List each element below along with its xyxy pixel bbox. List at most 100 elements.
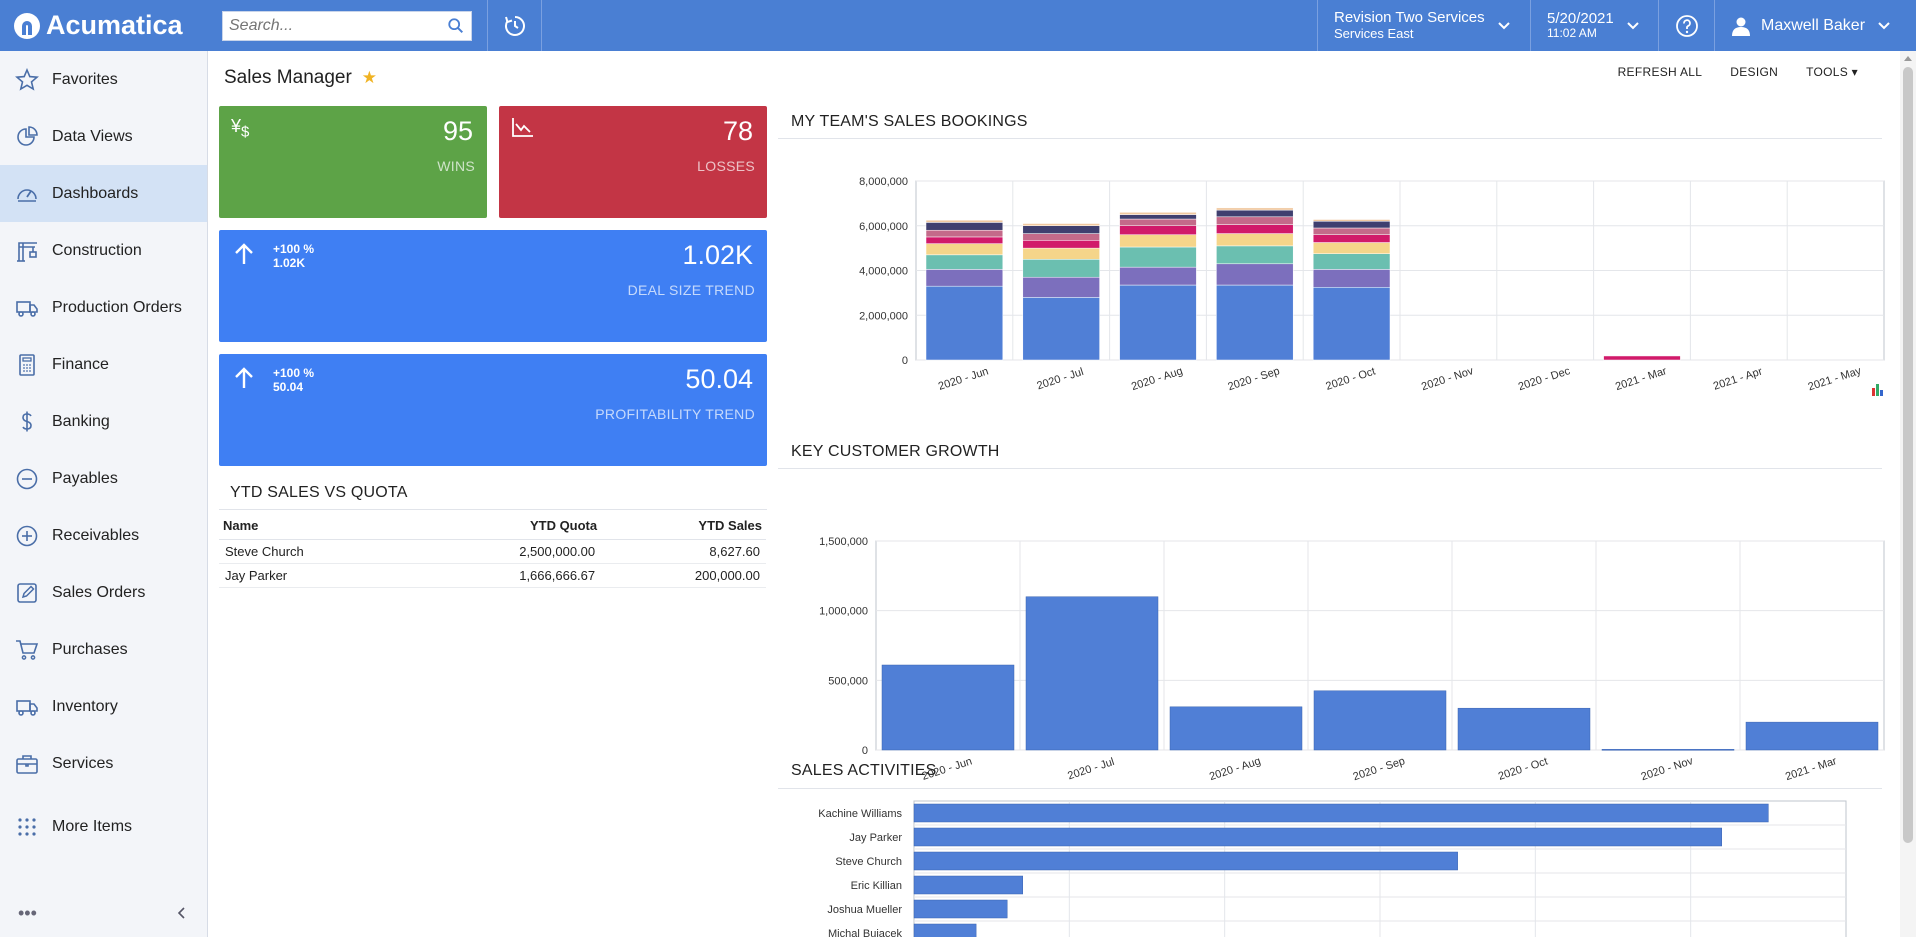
- bar-segment[interactable]: [1119, 246, 1197, 268]
- sidebar-item-banking[interactable]: Banking: [0, 393, 207, 450]
- sidebar-item-services[interactable]: Services: [0, 735, 207, 792]
- column-header-sales[interactable]: YTD Sales: [601, 512, 766, 540]
- sidebar-item-more[interactable]: More Items: [0, 798, 207, 855]
- bar[interactable]: [1601, 749, 1735, 751]
- bar-segment[interactable]: [1119, 234, 1197, 248]
- table-row[interactable]: Steve Church 2,500,000.00 8,627.60: [219, 539, 766, 564]
- scrollbar-thumb[interactable]: [1903, 67, 1913, 843]
- bar-segment[interactable]: [925, 219, 1004, 223]
- sales-activities-chart[interactable]: Kachine Williams Jay Parker Steve Church Er…: [778, 791, 1898, 937]
- bar-segment[interactable]: [1312, 287, 1391, 361]
- favorite-star-icon[interactable]: ★: [361, 68, 378, 87]
- bar[interactable]: [1457, 707, 1591, 751]
- sidebar-item-favorites[interactable]: Favorites: [0, 51, 207, 108]
- bar[interactable]: [1745, 721, 1879, 751]
- company-branch-selector[interactable]: Revision Two Services Services East: [1317, 0, 1530, 51]
- sidebar-item-inventory[interactable]: Inventory: [0, 678, 207, 735]
- table-row[interactable]: Jay Parker 1,666,666.67 200,000.00: [219, 563, 766, 588]
- bar-segment[interactable]: [1216, 209, 1294, 218]
- bar-segment[interactable]: [1022, 225, 1100, 234]
- bar-segment[interactable]: [1312, 234, 1391, 243]
- bar-segment[interactable]: [1022, 276, 1100, 298]
- bar[interactable]: [913, 851, 1458, 871]
- search-icon[interactable]: [447, 17, 465, 35]
- profitability-trend-tile[interactable]: +100 % 50.04 50.04 PROFITABILITY TREND: [219, 354, 767, 466]
- bar-segment[interactable]: [925, 254, 1004, 270]
- bar[interactable]: [913, 923, 977, 937]
- bar[interactable]: [913, 803, 1769, 823]
- scroll-up-arrow-icon[interactable]: [1904, 56, 1912, 61]
- bar-segment[interactable]: [1119, 218, 1197, 226]
- chevron-down-icon: [1627, 21, 1639, 29]
- bar-segment[interactable]: [1312, 227, 1391, 235]
- bar-segment[interactable]: [1119, 284, 1197, 361]
- bar-segment[interactable]: [1216, 207, 1294, 211]
- bar-segment[interactable]: [1312, 221, 1391, 229]
- bar-segment[interactable]: [1119, 266, 1197, 286]
- losses-tile[interactable]: 78 LOSSES: [499, 106, 767, 218]
- bar-segment[interactable]: [1022, 259, 1100, 278]
- wins-tile[interactable]: ¥$ 95 WINS: [219, 106, 487, 218]
- column-header-quota[interactable]: YTD Quota: [413, 512, 602, 540]
- bar-segment[interactable]: [925, 243, 1004, 256]
- bar-segment[interactable]: [1119, 225, 1197, 235]
- page-scrollbar[interactable]: [1900, 51, 1916, 937]
- bar-segment[interactable]: [1216, 245, 1294, 265]
- plus-circle-icon: [14, 523, 40, 549]
- bar[interactable]: [913, 875, 1023, 895]
- bar-segment[interactable]: [1022, 223, 1100, 226]
- bar-segment[interactable]: [925, 236, 1004, 244]
- bar-segment[interactable]: [1022, 297, 1100, 361]
- column-header-name[interactable]: Name: [219, 512, 414, 540]
- sidebar-item-dashboards[interactable]: Dashboards: [0, 165, 207, 222]
- bar-segment[interactable]: [1216, 224, 1294, 234]
- bar-segment[interactable]: [1216, 284, 1294, 361]
- more-options-icon[interactable]: •••: [18, 902, 37, 923]
- sidebar-item-production-orders[interactable]: Production Orders: [0, 279, 207, 336]
- bar-segment[interactable]: [1119, 212, 1197, 215]
- collapse-sidebar-icon[interactable]: [175, 906, 189, 920]
- bar-segment[interactable]: [1119, 214, 1197, 220]
- sidebar-item-sales-orders[interactable]: Sales Orders: [0, 564, 207, 621]
- bar-segment[interactable]: [1216, 216, 1294, 225]
- recent-history-button[interactable]: [488, 0, 542, 51]
- bar[interactable]: [1313, 690, 1447, 751]
- search-input[interactable]: [229, 16, 447, 35]
- tools-menu-button[interactable]: TOOLS ▾: [1806, 65, 1858, 79]
- design-button[interactable]: DESIGN: [1730, 65, 1779, 79]
- bar-segment[interactable]: [925, 229, 1004, 238]
- bar-segment[interactable]: [1603, 355, 1681, 361]
- sales-bookings-chart[interactable]: 0 2,000,000 4,000,000 6,000,000 8,000,000 202…: [778, 141, 1898, 471]
- bar[interactable]: [1169, 706, 1303, 751]
- bar-segment[interactable]: [925, 269, 1004, 287]
- bar-segment[interactable]: [1022, 240, 1100, 249]
- bar-segment[interactable]: [925, 285, 1004, 361]
- refresh-all-button[interactable]: REFRESH ALL: [1617, 65, 1703, 79]
- bar-segment[interactable]: [1312, 269, 1391, 288]
- user-menu[interactable]: Maxwell Baker: [1714, 0, 1916, 51]
- bar-segment[interactable]: [1022, 247, 1100, 260]
- sidebar-item-construction[interactable]: Construction: [0, 222, 207, 279]
- business-date-selector[interactable]: 5/20/2021 11:02 AM: [1530, 0, 1658, 51]
- bar-segment[interactable]: [1022, 233, 1100, 241]
- logo[interactable]: Acumatica: [0, 0, 208, 51]
- sidebar-item-finance[interactable]: Finance: [0, 336, 207, 393]
- bar[interactable]: [1025, 596, 1159, 751]
- sidebar-item-data-views[interactable]: Data Views: [0, 108, 207, 165]
- bar[interactable]: [881, 664, 1015, 751]
- bar-segment[interactable]: [1312, 219, 1391, 222]
- bar-segment[interactable]: [925, 222, 1004, 231]
- help-button[interactable]: [1658, 0, 1714, 51]
- bar[interactable]: [913, 899, 1008, 919]
- bar-segment[interactable]: [1312, 253, 1391, 270]
- bar-segment[interactable]: [1312, 242, 1391, 254]
- chart-type-icon[interactable]: [1872, 384, 1883, 396]
- bar[interactable]: [913, 827, 1722, 847]
- sidebar-item-payables[interactable]: Payables: [0, 450, 207, 507]
- deal-size-trend-tile[interactable]: +100 % 1.02K 1.02K DEAL SIZE TREND: [219, 230, 767, 342]
- sidebar-item-purchases[interactable]: Purchases: [0, 621, 207, 678]
- sidebar-item-receivables[interactable]: Receivables: [0, 507, 207, 564]
- bar-segment[interactable]: [1216, 263, 1294, 286]
- bar-segment[interactable]: [1216, 233, 1294, 247]
